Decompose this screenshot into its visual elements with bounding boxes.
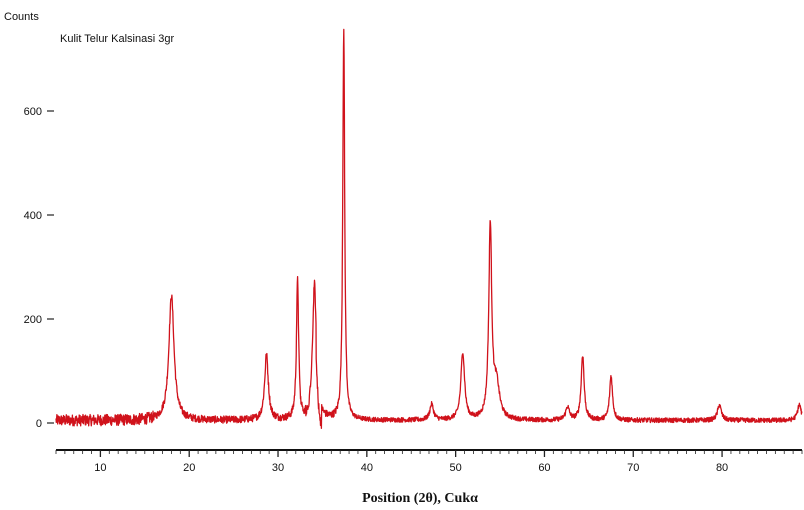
y-tick-label: 600 [24,106,42,118]
y-tick-label: 0 [36,418,42,430]
x-axis: 10 20 30 40 50 60 70 80 [55,449,803,474]
x-axis-label: Position (2θ), Cukα [362,491,478,506]
series-line [55,28,803,429]
x-tick-label: 10 [94,462,106,474]
x-tick-label: 80 [716,462,728,474]
x-tick-label: 30 [272,462,284,474]
x-tick-label: 40 [361,462,373,474]
y-axis: 0 200 400 600 [24,106,54,430]
x-tick-label: 50 [450,462,462,474]
y-axis-label: Counts [4,11,39,23]
x-tick-label: 70 [627,462,639,474]
y-tick-label: 400 [24,210,42,222]
legend-entry: Kulit Telur Kalsinasi 3gr [60,33,174,45]
x-tick-label: 60 [538,462,550,474]
y-tick-label: 200 [24,314,42,326]
x-tick-label: 20 [183,462,195,474]
